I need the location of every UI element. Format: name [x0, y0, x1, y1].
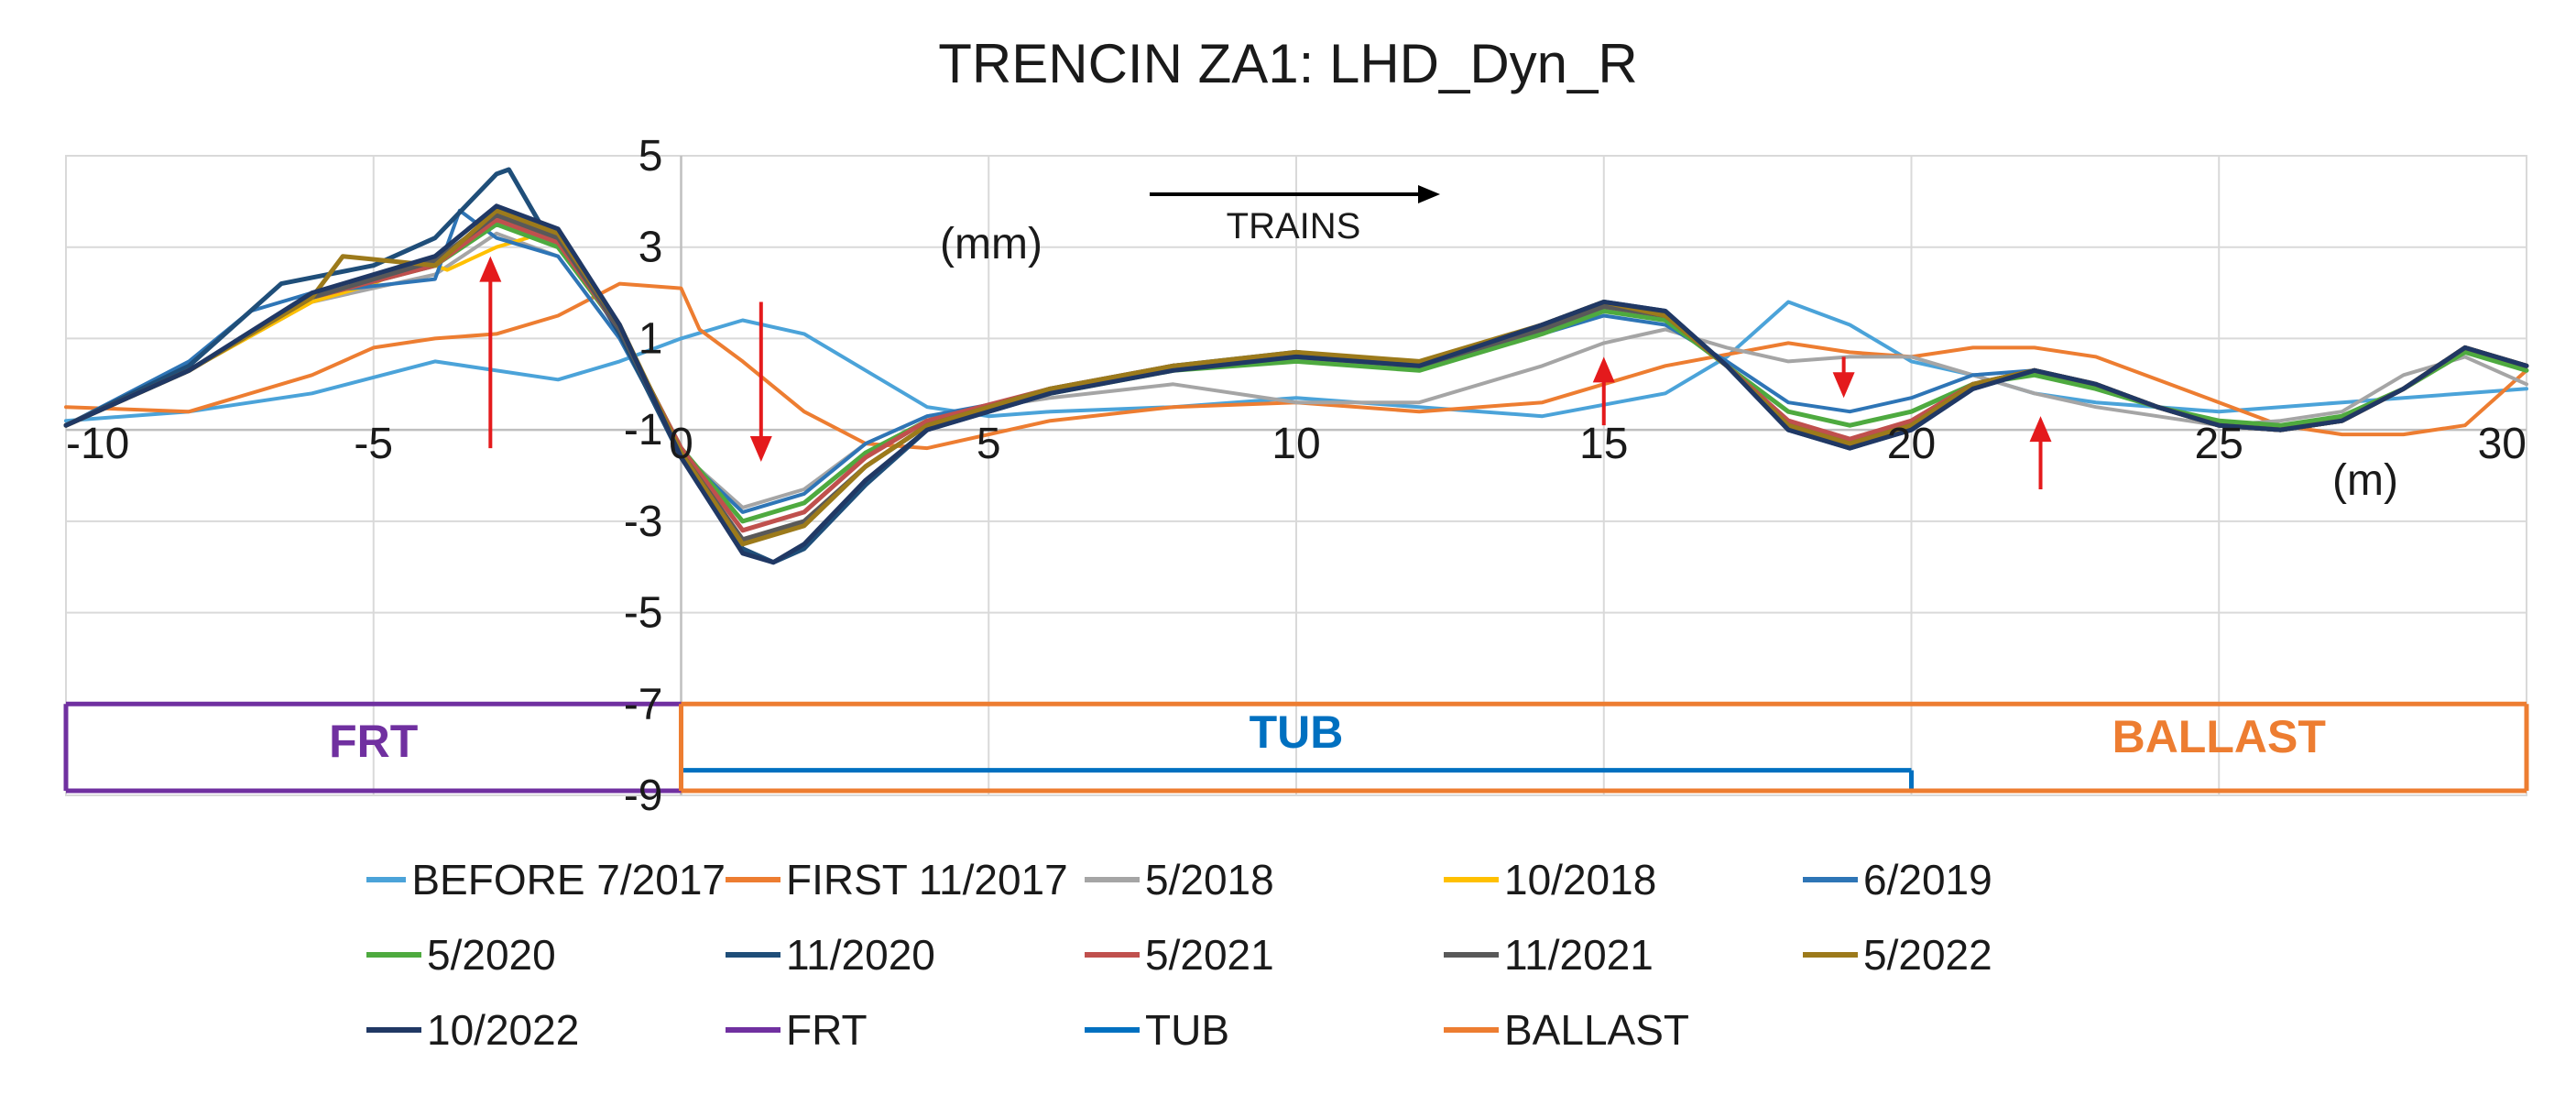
- legend-item: FRT: [726, 1002, 1085, 1057]
- legend-label: 11/2020: [786, 931, 935, 979]
- y-tick-label: 3: [639, 224, 663, 272]
- x-tick-label: 30: [2478, 420, 2527, 468]
- legend-label: 5/2022: [1863, 931, 1992, 979]
- legend-swatch: [1803, 877, 1858, 882]
- chart-title: TRENCIN ZA1: LHD_Dyn_R: [938, 33, 1638, 94]
- legend-label: 10/2018: [1504, 856, 1657, 903]
- zones: FRT TUB BALLAST: [63, 701, 2529, 794]
- x-tick-label: 20: [1887, 420, 1936, 468]
- zone-frt-outline: [63, 701, 683, 794]
- x-tick-label: 25: [2195, 420, 2243, 468]
- line-chart: TRENCIN ZA1: LHD_Dyn_R FRT TUB BALLAST -10…: [63, 33, 2529, 820]
- legend-item: 10/2022: [366, 1002, 726, 1057]
- legend-label: 5/2020: [427, 931, 556, 979]
- legend-label: BEFORE 7/2017: [411, 856, 726, 903]
- red-arrow-head: [749, 436, 772, 463]
- x-tick-label: 10: [1272, 420, 1320, 468]
- legend-swatch: [366, 952, 421, 958]
- legend-swatch: [726, 877, 780, 882]
- x-tick-label: -10: [66, 420, 129, 468]
- legend-swatch: [1444, 952, 1499, 958]
- legend-swatch: [1085, 877, 1140, 882]
- legend-swatch: [1803, 952, 1858, 958]
- y-tick-label: 1: [639, 314, 663, 363]
- legend-item: 5/2021: [1085, 927, 1444, 982]
- legend-label: 11/2021: [1504, 931, 1654, 979]
- legend-item: BEFORE 7/2017: [366, 852, 726, 907]
- legend-item: 5/2020: [366, 927, 726, 982]
- y-tick-label: -9: [624, 772, 663, 820]
- legend: BEFORE 7/2017 FIRST 11/2017 5/2018 10/2018 6…: [366, 852, 2162, 1057]
- y-tick-label: -7: [624, 680, 663, 728]
- zone-label-tub: TUB: [1250, 706, 1344, 758]
- series-line-10-2022: [63, 203, 2529, 565]
- trains-direction: TRAINS: [1150, 185, 1440, 246]
- trains-label: TRAINS: [1227, 206, 1361, 246]
- trains-arrow-head: [1418, 185, 1440, 203]
- x-tick-label: -5: [354, 420, 393, 468]
- x-tick-label: 5: [977, 420, 1001, 468]
- legend-label: FIRST 11/2017: [786, 856, 1068, 903]
- legend-label: 10/2022: [427, 1006, 580, 1054]
- red-arrow-head: [1592, 356, 1615, 383]
- red-arrow-head: [479, 256, 502, 282]
- legend-swatch: [1085, 1027, 1140, 1033]
- y-tick-label: 5: [639, 132, 663, 181]
- legend-item: 6/2019: [1803, 852, 2162, 907]
- legend-label: 5/2021: [1145, 931, 1274, 979]
- legend-item: 5/2022: [1803, 927, 2162, 982]
- legend-label: FRT: [786, 1006, 868, 1054]
- legend-swatch: [366, 1027, 421, 1033]
- legend-item: BALLAST: [1444, 1002, 1803, 1057]
- zone-label-ballast: BALLAST: [2112, 711, 2326, 762]
- legend-swatch: [1085, 952, 1140, 958]
- legend-item: 11/2020: [726, 927, 1085, 982]
- tick-labels: -10 -5 0 5 10 15 20 25 30 5 3 1 -1 -3 -5 -7 -9: [66, 132, 2527, 820]
- annotation-arrows: [479, 256, 2052, 489]
- y-tick-label: -5: [624, 589, 663, 638]
- y-tick-label: -3: [624, 498, 663, 546]
- zone-ballast-outline: [679, 701, 2529, 794]
- legend-item: 11/2021: [1444, 927, 1803, 982]
- y-tick-label: -1: [624, 406, 663, 454]
- plot-border: [65, 155, 2527, 796]
- legend-swatch: [726, 1027, 780, 1033]
- legend-label: BALLAST: [1504, 1006, 1689, 1054]
- x-tick-label: 15: [1579, 420, 1628, 468]
- legend-swatch: [726, 952, 780, 958]
- legend-swatch: [366, 877, 407, 882]
- x-axis-label: (m): [2332, 456, 2398, 505]
- legend-item: FIRST 11/2017: [726, 852, 1085, 907]
- legend-item: TUB: [1085, 1002, 1444, 1057]
- red-arrow-head: [1832, 372, 1855, 399]
- red-arrow-head: [2029, 416, 2052, 443]
- legend-item: 5/2018: [1085, 852, 1444, 907]
- legend-label: 6/2019: [1863, 856, 1992, 903]
- legend-label: 5/2018: [1145, 856, 1274, 903]
- series-lines: [63, 167, 2529, 565]
- legend-swatch: [1444, 877, 1499, 882]
- y-axis-label: (mm): [940, 220, 1042, 268]
- legend-item: 10/2018: [1444, 852, 1803, 907]
- legend-label: TUB: [1145, 1006, 1229, 1054]
- grid: [65, 155, 2527, 796]
- legend-swatch: [1444, 1027, 1499, 1033]
- zone-label-frt: FRT: [329, 716, 418, 767]
- x-tick-label: 0: [669, 420, 693, 468]
